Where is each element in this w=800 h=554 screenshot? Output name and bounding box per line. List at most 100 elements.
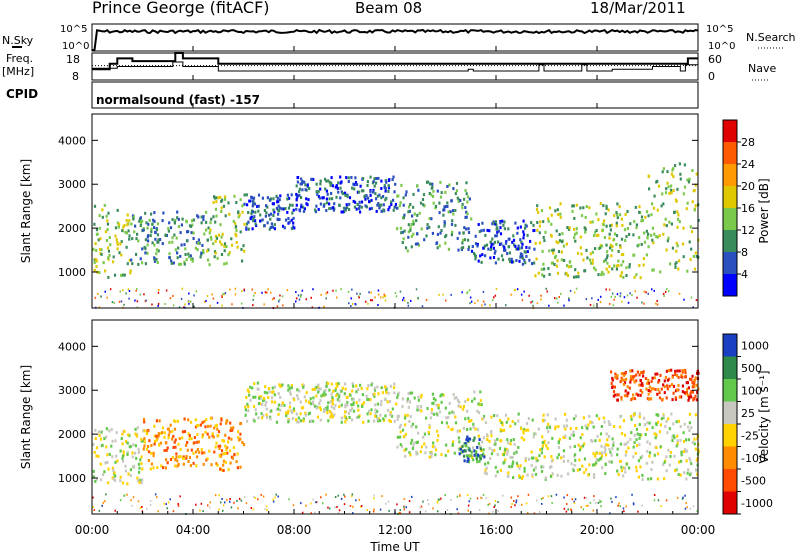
echo-cell	[452, 187, 455, 191]
echo-cell	[562, 459, 565, 463]
echo-cell	[415, 450, 418, 454]
echo-cell	[140, 481, 143, 485]
ground-scatter-cell	[163, 502, 165, 505]
echo-cell	[684, 375, 687, 379]
ground-scatter-cell	[608, 288, 611, 291]
ground-scatter-cell	[394, 292, 397, 294]
echo-cell	[658, 391, 661, 395]
echo-cell	[281, 224, 285, 228]
echo-cell	[401, 404, 404, 408]
echo-cell	[568, 226, 571, 230]
ground-scatter-cell	[388, 509, 390, 512]
echo-cell	[671, 439, 674, 443]
echo-cell	[584, 424, 587, 428]
echo-cell	[206, 457, 209, 461]
ground-scatter-cell	[216, 301, 219, 304]
echo-cell	[526, 473, 529, 477]
echo-cell	[465, 181, 468, 185]
echo-cell	[490, 245, 493, 249]
echo-cell	[232, 446, 235, 450]
echo-cell	[309, 402, 312, 406]
echo-cell	[676, 374, 679, 377]
echo-cell	[140, 437, 143, 441]
echo-cell	[422, 435, 425, 439]
echo-cell	[615, 267, 618, 271]
echo-cell	[580, 252, 583, 256]
echo-cell	[653, 376, 656, 380]
echo-cell	[183, 417, 186, 421]
echo-cell	[343, 414, 346, 418]
colorbar-segment	[723, 230, 737, 252]
echo-cell	[594, 247, 597, 251]
echo-cell	[195, 464, 198, 468]
echo-cell	[536, 228, 539, 232]
echo-cell	[589, 420, 592, 424]
echo-cell	[521, 475, 524, 479]
echo-cell	[464, 400, 467, 403]
ground-scatter-cell	[408, 511, 411, 514]
echo-cell	[659, 445, 662, 449]
echo-cell	[527, 428, 530, 432]
ground-scatter-cell	[692, 505, 695, 508]
ground-scatter-cell	[467, 509, 469, 512]
echo-cell	[664, 191, 668, 195]
echo-cell	[646, 440, 649, 444]
ground-scatter-cell	[424, 510, 427, 513]
echo-cell	[147, 239, 150, 243]
echo-cell	[666, 181, 669, 185]
echo-cell	[465, 215, 468, 219]
echo-cell	[648, 421, 651, 425]
echo-cell	[97, 238, 100, 242]
echo-cell	[175, 236, 178, 240]
echo-cell	[105, 435, 108, 439]
echo-cell	[183, 260, 186, 264]
echo-cell	[434, 398, 437, 402]
echo-cell	[600, 425, 603, 428]
echo-cell	[159, 238, 162, 241]
echo-cell	[685, 438, 688, 442]
echo-cell	[508, 465, 511, 469]
echo-cell	[150, 444, 153, 447]
echo-cell	[640, 242, 643, 246]
echo-cell	[270, 409, 273, 413]
echo-cell	[656, 372, 659, 376]
echo-cell	[316, 192, 319, 196]
echo-cell	[501, 429, 504, 432]
echo-cell	[121, 442, 124, 446]
echo-cell	[255, 412, 258, 416]
echo-cell	[437, 406, 440, 410]
echo-cell	[166, 461, 169, 465]
echo-cell	[401, 428, 405, 432]
echo-cell	[128, 234, 131, 238]
echo-cell	[357, 388, 360, 392]
ground-scatter-cell	[298, 298, 301, 301]
echo-cell	[612, 394, 615, 398]
echo-cell	[330, 192, 333, 195]
echo-cell	[222, 463, 225, 467]
echo-cell	[537, 210, 540, 214]
echo-cell	[201, 435, 204, 439]
echo-cell	[609, 228, 612, 232]
echo-cell	[188, 255, 191, 259]
echo-cell	[594, 230, 597, 234]
beam-title: Beam 08	[355, 0, 422, 17]
echo-cell	[430, 452, 433, 456]
echo-cell	[696, 437, 699, 441]
echo-cell	[376, 203, 379, 207]
echo-cell	[639, 379, 642, 383]
echo-cell	[570, 433, 573, 437]
echo-cell	[114, 474, 117, 478]
ground-scatter-cell	[547, 495, 550, 498]
echo-cell	[313, 387, 316, 391]
echo-cell	[507, 227, 510, 231]
echo-cell	[245, 193, 248, 197]
echo-cell	[540, 209, 544, 213]
echo-cell	[582, 416, 585, 420]
echo-cell	[432, 441, 435, 445]
echo-cell	[196, 248, 199, 252]
echo-cell	[529, 239, 532, 243]
echo-cell	[338, 405, 341, 409]
echo-cell	[399, 443, 402, 447]
echo-cell	[668, 220, 671, 224]
echo-cell	[522, 233, 526, 237]
